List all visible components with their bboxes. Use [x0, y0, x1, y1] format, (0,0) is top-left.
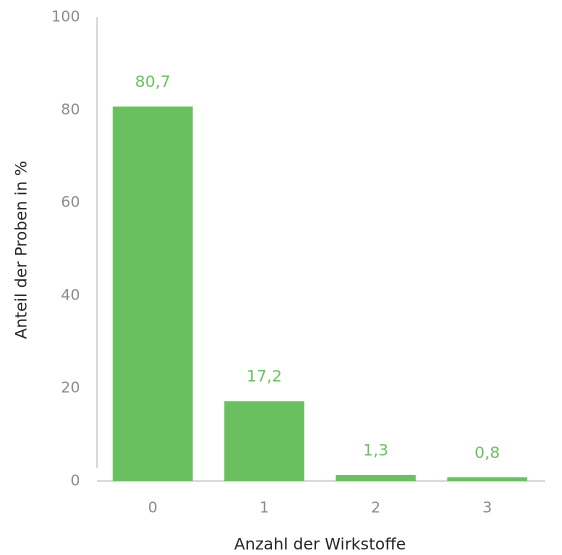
- y-tick-label: 60: [61, 193, 80, 211]
- x-tick-label: 2: [371, 499, 381, 517]
- bar: [224, 401, 305, 481]
- bar: [447, 477, 528, 481]
- value-label: 1,3: [363, 440, 388, 459]
- value-label: 80,7: [135, 72, 171, 91]
- y-tick-label: 0: [70, 472, 80, 490]
- bar: [335, 474, 416, 481]
- x-tick-label: 0: [148, 499, 158, 517]
- bar: [112, 106, 193, 481]
- y-tick-label: 80: [61, 100, 80, 118]
- value-label: 17,2: [246, 367, 282, 386]
- y-tick-label: 40: [61, 286, 80, 304]
- x-axis-title: Anzahl der Wirkstoffe: [234, 535, 406, 554]
- value-label: 0,8: [475, 443, 500, 462]
- y-tick-label: 100: [51, 8, 80, 26]
- x-tick-label: 3: [482, 499, 492, 517]
- y-tick-label: 20: [61, 379, 80, 397]
- x-tick-label: 1: [259, 499, 269, 517]
- y-axis-title: Anteil der Proben in %: [12, 161, 31, 339]
